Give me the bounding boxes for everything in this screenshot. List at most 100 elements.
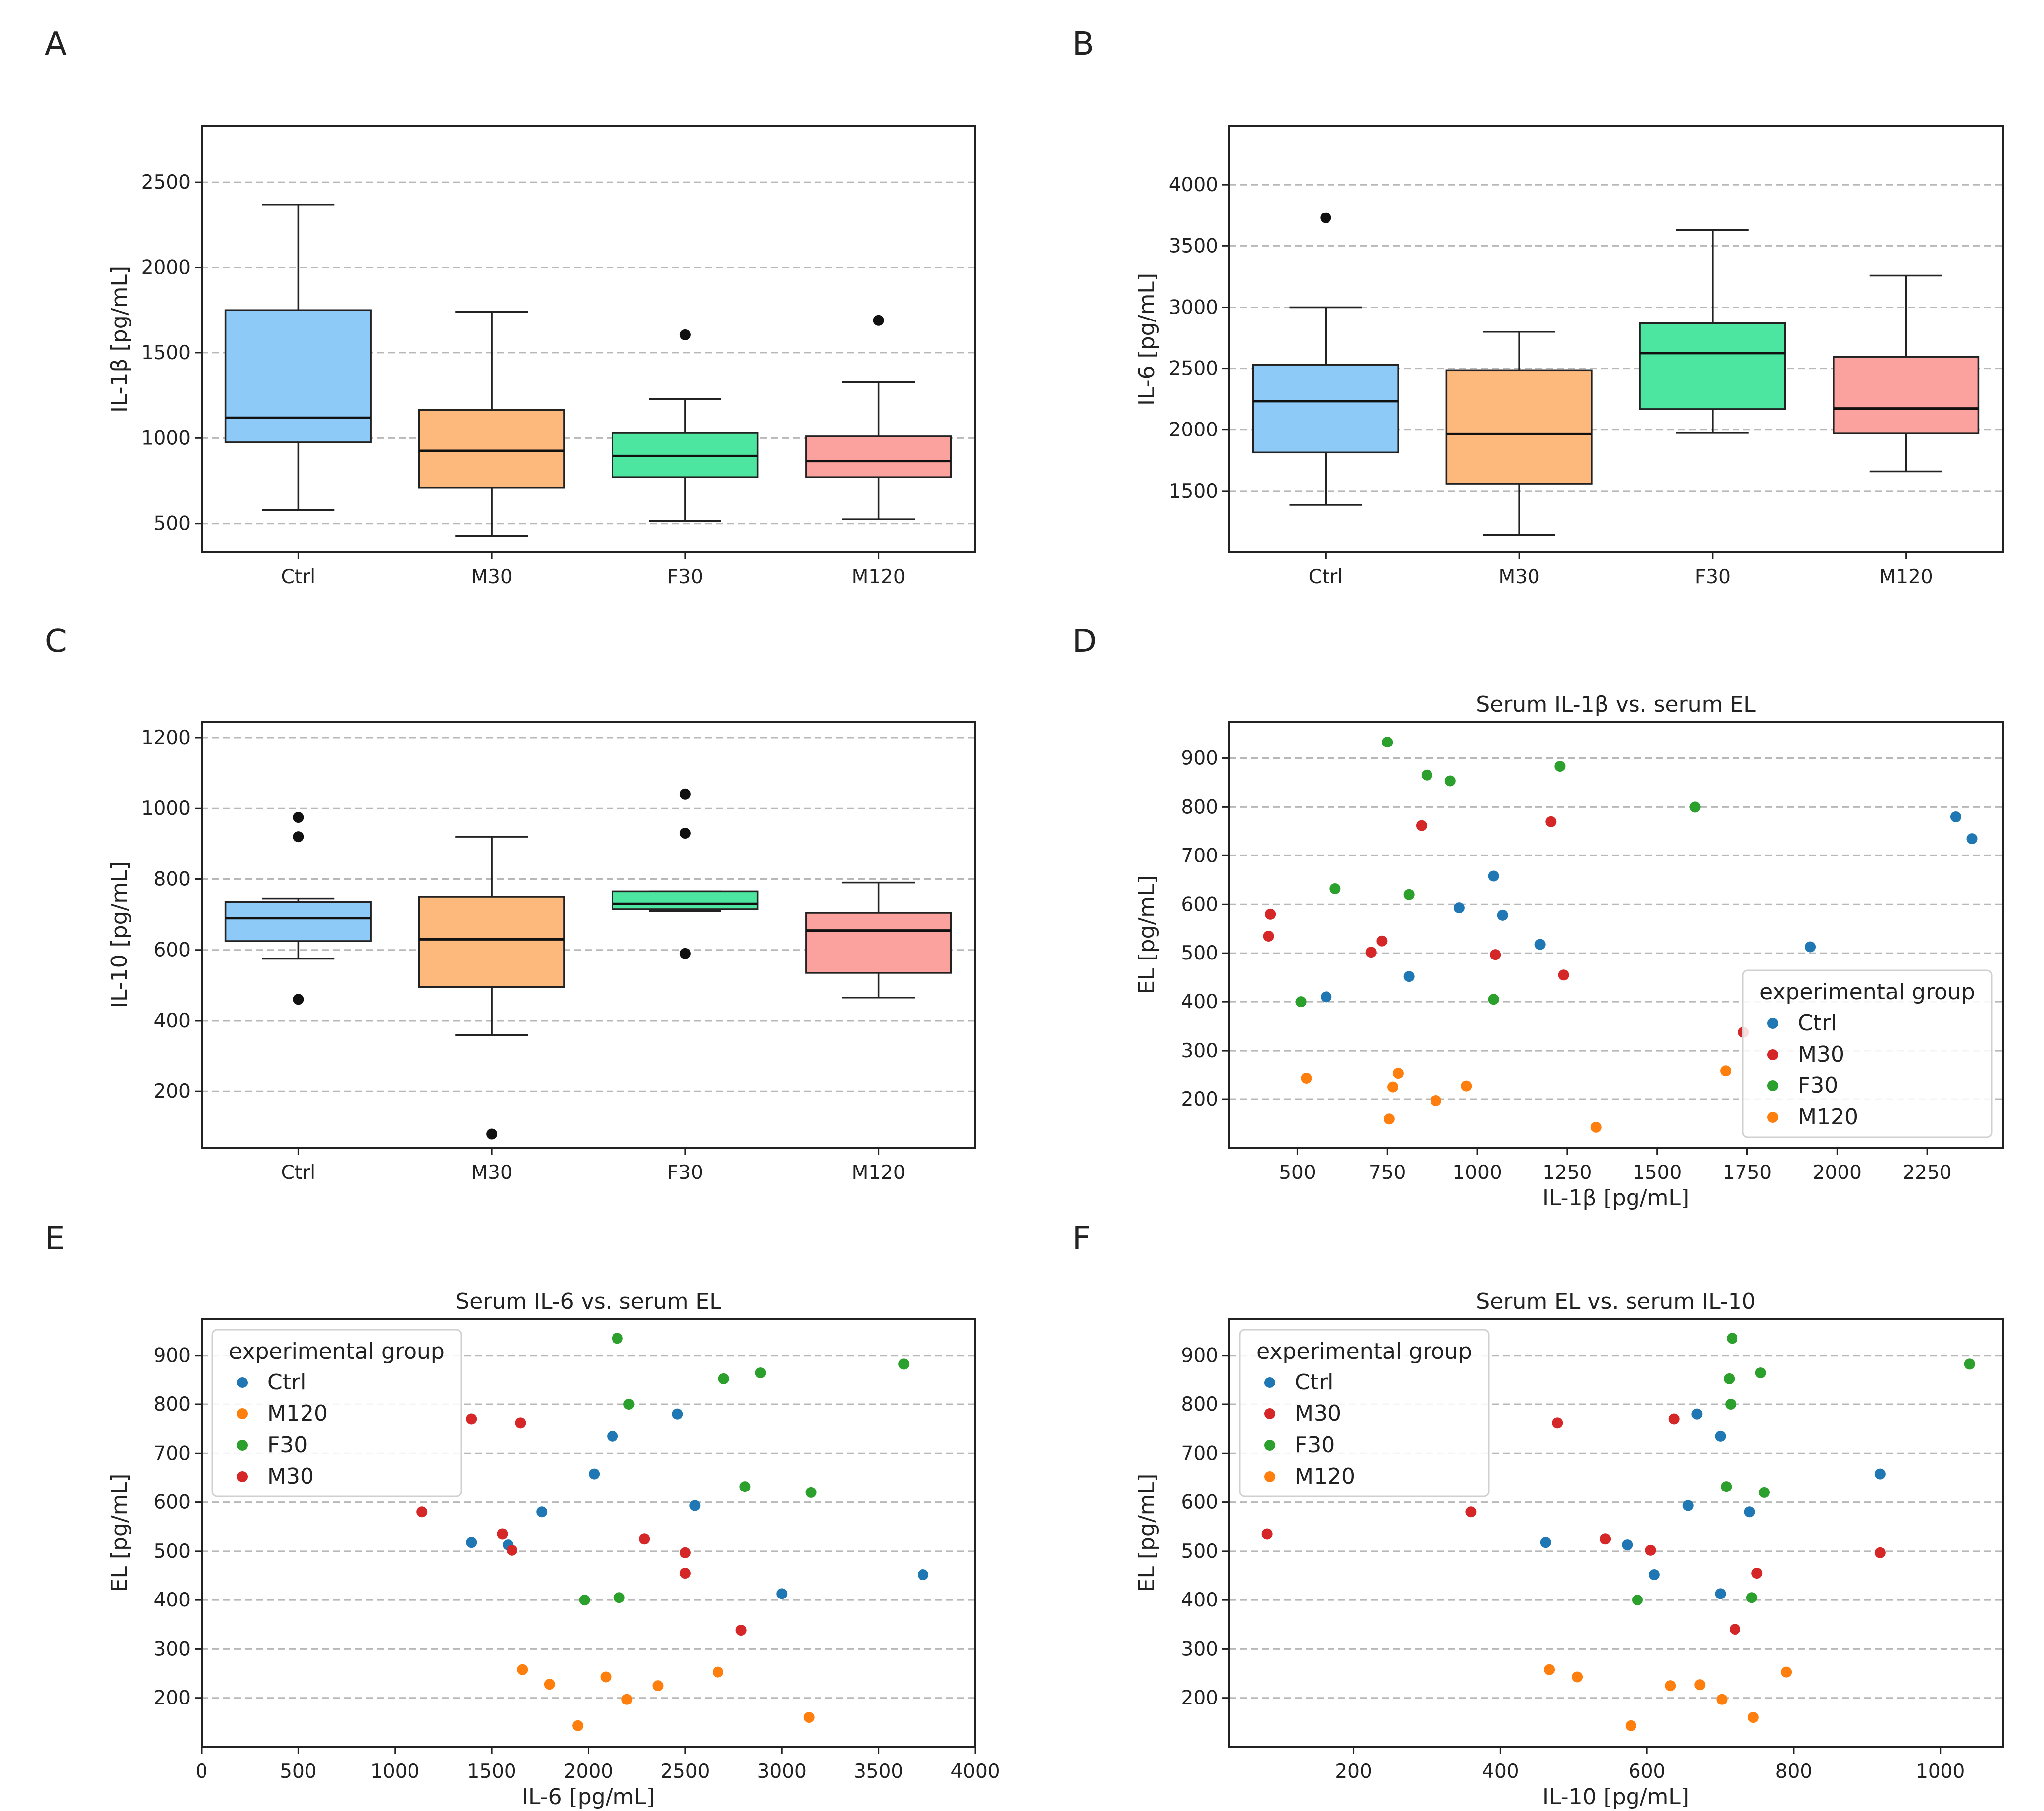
y-tick-label: 700 [1181,1442,1218,1465]
x-tick-label: 3500 [854,1760,903,1783]
data-point [1874,1547,1886,1558]
chart-title: Serum EL vs. serum IL-10 [1476,1289,1755,1314]
data-point [1387,1081,1399,1093]
y-tick-label: 800 [1181,1393,1218,1416]
legend-marker [1264,1408,1275,1419]
data-point [1430,1095,1441,1106]
data-point [652,1680,664,1692]
data-point [579,1595,590,1606]
data-point [1691,1408,1703,1420]
box-M30 [1445,330,1593,536]
data-point [613,1592,625,1603]
y-tick-label: 500 [154,513,191,535]
y-tick-label: 800 [154,1393,191,1416]
y-tick-label: 300 [1181,1638,1218,1660]
outlier-point [1320,212,1331,223]
y-tick-label: 600 [154,1491,191,1514]
legend: experimental group Ctrl M30 F30 M120 [1742,969,1993,1138]
data-point [1465,1506,1477,1518]
data-point [1545,816,1557,827]
data-point [803,1712,815,1723]
x-tick-label: M30 [471,566,512,588]
x-tick-label: 1250 [1542,1162,1592,1184]
box-Ctrl [224,812,372,1005]
data-point [1727,1333,1738,1344]
data-point [1874,1468,1886,1480]
x-axis-label: IL-6 [pg/mL] [522,1784,655,1810]
data-point [1751,1568,1763,1579]
data-point [1301,1072,1312,1084]
data-point [1755,1367,1766,1379]
legend-marker [1264,1440,1275,1451]
legend-item-label: F30 [1798,1073,1838,1098]
x-tick-label: 400 [1482,1760,1519,1783]
data-point [739,1481,751,1492]
data-point [1721,1481,1732,1492]
y-tick-label: 1500 [1169,480,1218,503]
data-point [544,1679,555,1690]
data-point [918,1569,929,1581]
legend-item-label: M30 [1798,1042,1844,1067]
series-Ctrl [1321,811,1978,1003]
box-F30 [612,788,759,959]
box-iqr [1639,322,1786,410]
data-point [755,1367,766,1379]
data-point [1263,930,1274,942]
panel-D: D 200 300 400 500 600 700 800 900 EL [pg/mL] 500 75… [1072,623,2004,1211]
y-tick-label: 2500 [141,171,191,194]
y-tick-label: 600 [1181,893,1218,916]
data-point [1747,1712,1759,1723]
outlier-point [486,1128,498,1140]
y-tick-label: 1200 [141,727,191,749]
data-point [466,1537,477,1548]
x-tick-label: Ctrl [281,566,315,588]
y-tick-label: 200 [1181,1088,1218,1111]
data-point [672,1408,683,1420]
data-point [1488,870,1499,882]
legend-marker [1767,1080,1778,1091]
series-F30 [579,1333,910,1606]
box-F30 [612,329,759,522]
box-iqr [418,896,565,988]
outlier-point [679,329,691,340]
data-point [1744,1506,1755,1518]
y-axis-label: EL [pg/mL] [1134,875,1160,994]
data-point [1950,811,1961,822]
axes-frame [201,125,976,553]
y-tick-label: 700 [154,1442,191,1465]
legend-item-label: F30 [267,1432,307,1458]
x-tick-label: 2000 [564,1760,613,1783]
x-tick-label: M30 [1498,566,1539,588]
data-point [1534,939,1546,950]
data-point [1715,1430,1726,1442]
y-axis-label: IL-6 [pg/mL] [1134,273,1160,406]
legend-marker [1264,1471,1275,1482]
legend-item-label: M120 [267,1401,328,1426]
data-point [1715,1588,1726,1599]
series-M120 [517,1664,815,1731]
data-point [1805,941,1816,953]
series-Ctrl [1540,1408,1886,1599]
x-tick-label: 2250 [1902,1162,1951,1184]
outlier-point [293,812,304,823]
panel-C: C 200 400 600 800 1000 1200 IL-10 [pg/mL] Ctrl M3… [45,623,976,1184]
x-tick-label: 2000 [1813,1162,1862,1184]
y-axis-label: IL-10 [pg/mL] [107,861,132,1008]
y-tick-label: 800 [1181,796,1218,818]
data-point [1694,1679,1706,1691]
data-point [506,1544,517,1556]
axes-frame [1228,721,2004,1149]
data-point [1497,909,1508,921]
data-point [1600,1533,1611,1545]
data-point [1781,1666,1792,1678]
legend-marker [237,1408,248,1419]
data-point [1758,1487,1770,1498]
data-point [1490,949,1501,960]
x-tick-label: 1750 [1723,1162,1772,1184]
data-point [572,1720,584,1731]
data-point [497,1528,508,1540]
data-point [718,1373,729,1384]
data-point [536,1506,548,1518]
x-tick-label: M30 [471,1162,512,1184]
